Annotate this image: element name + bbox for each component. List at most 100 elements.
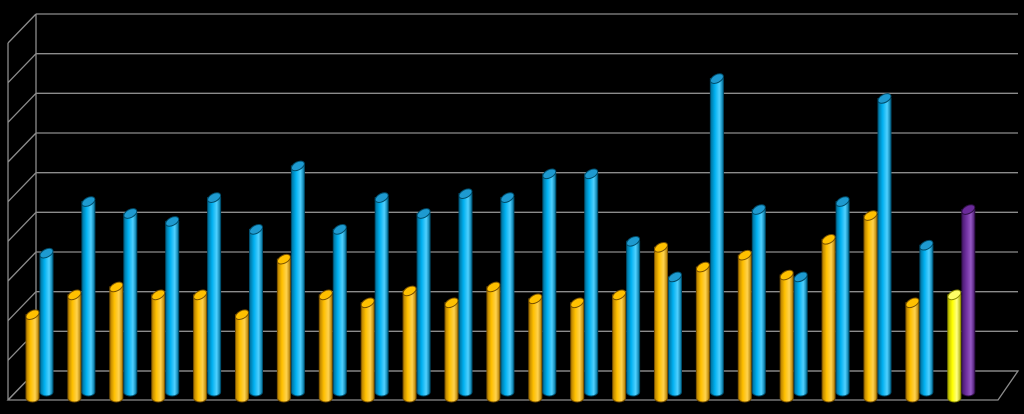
bar-top [528, 293, 543, 305]
bar-body [165, 220, 180, 397]
bar-body [444, 302, 459, 403]
bar-body [793, 276, 808, 397]
bar-series-2 [374, 192, 389, 397]
bar-series-1 [25, 309, 40, 403]
bar-top [39, 247, 54, 259]
bar-top [737, 249, 752, 261]
bar-top [109, 281, 124, 293]
bar-body [654, 246, 668, 403]
bar-series-1 [779, 269, 794, 403]
bar-body [402, 290, 417, 403]
bar-series-2 [877, 93, 892, 397]
gridline-side [7, 132, 37, 163]
bar-top [402, 285, 417, 297]
bar-top [444, 297, 459, 309]
bar-series-1 [151, 289, 166, 403]
bar-series-1 [695, 261, 710, 403]
bar-body [151, 294, 166, 403]
bar-top [486, 281, 501, 293]
bar-body [290, 165, 305, 397]
bar-top [416, 208, 431, 219]
bar-top [947, 289, 962, 301]
bar-top [81, 196, 96, 207]
bar-top [67, 289, 82, 301]
bar-series-2 [249, 224, 263, 397]
bar-body [961, 209, 976, 397]
gridline-side [7, 251, 37, 282]
bar-top [835, 196, 850, 207]
bar-body [877, 97, 892, 397]
bar-body [416, 213, 431, 397]
bar-body [919, 244, 934, 397]
bar-top [877, 93, 892, 104]
bar-series-1 [612, 289, 627, 403]
bar-series-2 [81, 196, 96, 397]
bar-body [360, 302, 375, 403]
bar-top [779, 269, 794, 281]
bar-series-2 [123, 208, 138, 397]
bar-top [25, 309, 40, 321]
bar-series-2 [542, 168, 557, 397]
bar-series-2 [709, 73, 724, 397]
bar-series-2 [165, 216, 180, 397]
bar-body [584, 173, 599, 397]
bar-top [249, 224, 263, 235]
bar-series-2 [919, 239, 934, 397]
bar-body [947, 294, 962, 403]
bar-top [193, 289, 208, 301]
bar-body [905, 302, 920, 403]
bar-top [123, 208, 138, 219]
bar-body [737, 254, 752, 403]
bar-top [290, 160, 305, 172]
bar-body [81, 201, 96, 397]
bar-series-1 [360, 297, 375, 403]
bar-top [695, 261, 710, 273]
bar-body [486, 286, 501, 403]
bar-body [709, 78, 724, 397]
bar-body [109, 286, 124, 403]
bar-top [863, 210, 878, 221]
bar-body [668, 276, 682, 397]
bar-series-2 [626, 235, 641, 397]
bar-series-1 [737, 249, 752, 403]
bar-top [584, 168, 599, 180]
bar-body [123, 213, 138, 397]
bar-series-1 [905, 297, 920, 403]
bar-series-2 [961, 204, 976, 397]
bar-body [695, 266, 710, 403]
bar-series-2 [835, 196, 850, 397]
bar-series-1 [109, 281, 124, 403]
bar-body [835, 201, 850, 397]
bar-top [207, 192, 222, 203]
bar-body [542, 173, 557, 397]
bar-body [25, 314, 40, 403]
bar-body [67, 294, 82, 403]
gridline-side [7, 53, 37, 84]
bar-top [905, 297, 920, 309]
bar-series-2 [290, 160, 305, 397]
bar-body [249, 228, 263, 397]
bar-top [919, 239, 934, 251]
bar-top [612, 289, 627, 301]
bar-series-1 [67, 289, 82, 403]
bar-body [332, 228, 347, 397]
gridline-side [7, 92, 37, 123]
bar-body [458, 193, 473, 397]
bar-series-1 [947, 289, 962, 403]
bar-top [751, 204, 766, 215]
bar-series-1 [444, 297, 459, 403]
bar-top [709, 73, 724, 84]
bar-series-1 [193, 289, 208, 403]
bar-top [332, 224, 347, 235]
bar-series-1 [276, 253, 291, 403]
bar-series-2 [668, 271, 682, 397]
bar-top [374, 192, 389, 203]
bar-body [207, 197, 222, 397]
bar-body [318, 294, 333, 403]
bar-top [458, 188, 473, 199]
gridline-side [7, 291, 37, 322]
bar-body [863, 215, 878, 403]
bar-series-1 [402, 285, 417, 403]
